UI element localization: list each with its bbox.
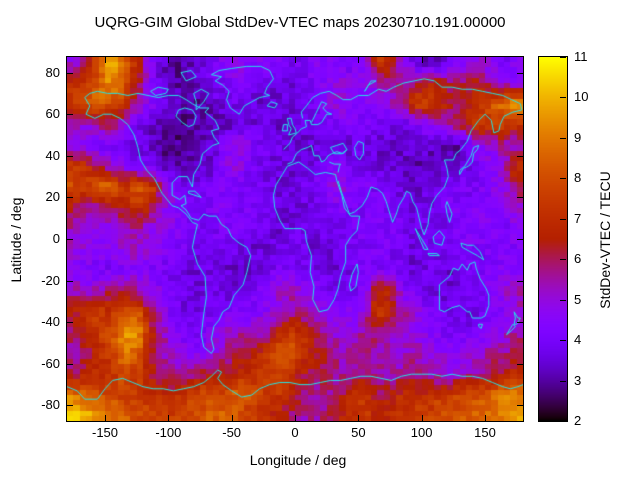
y-tick-label: 0 xyxy=(52,231,60,246)
x-tick-mirror xyxy=(105,57,106,63)
y-tick-mirror xyxy=(517,280,523,282)
y-tick-label: 60 xyxy=(45,106,60,122)
y-tick-label: 20 xyxy=(45,189,60,205)
colorbar-tick xyxy=(560,380,566,382)
colorbar-tick-label: 3 xyxy=(574,372,582,388)
chart-title: UQRG-GIM Global StdDev-VTEC maps 2023071… xyxy=(94,14,506,31)
y-tick-mirror xyxy=(517,155,523,157)
x-tick-label: -150 xyxy=(91,425,119,440)
x-tick xyxy=(421,415,423,421)
y-tick-mirror xyxy=(517,114,523,116)
x-tick-label: -100 xyxy=(155,425,182,440)
vtec-heatmap-canvas xyxy=(67,57,523,421)
x-tick-label: 150 xyxy=(474,425,496,440)
colorbar-tick-label: 7 xyxy=(574,210,582,226)
y-tick-mirror xyxy=(517,363,523,365)
x-tick-mirror xyxy=(358,57,360,63)
colorbar-tick xyxy=(560,340,566,342)
x-tick xyxy=(358,415,360,421)
y-tick-mirror xyxy=(517,322,523,324)
x-axis-label: Longitude / deg xyxy=(249,452,347,468)
x-tick-mirror xyxy=(231,57,233,63)
y-tick-mirror xyxy=(517,197,523,199)
y-tick xyxy=(67,239,73,240)
colorbar-canvas xyxy=(539,57,567,421)
y-tick-label: 40 xyxy=(45,147,60,163)
y-tick xyxy=(67,322,73,324)
colorbar-tick xyxy=(560,57,566,58)
y-tick xyxy=(67,405,73,407)
colorbar-tick-label: 8 xyxy=(574,170,582,186)
y-axis-label: Latitude / deg xyxy=(8,197,24,283)
y-tick-mirror xyxy=(517,405,523,407)
x-tick-label: -50 xyxy=(222,425,242,440)
y-tick-mirror xyxy=(517,72,523,74)
y-tick xyxy=(67,72,73,74)
x-tick xyxy=(105,415,106,421)
x-tick-mirror xyxy=(295,57,296,63)
colorbar-tick xyxy=(560,97,566,99)
colorbar-tick-label: 4 xyxy=(574,332,582,348)
colorbar-tick xyxy=(560,259,566,261)
x-tick-mirror xyxy=(168,57,170,63)
x-tick xyxy=(168,415,170,421)
colorbar-tick-label: 9 xyxy=(574,129,582,145)
x-tick-mirror xyxy=(485,57,486,63)
y-tick-label: -60 xyxy=(41,355,60,371)
y-tick xyxy=(67,363,73,365)
x-tick xyxy=(485,415,486,421)
y-tick xyxy=(67,280,73,282)
colorbar-tick-label: 2 xyxy=(574,413,582,428)
y-tick-label: -80 xyxy=(41,397,60,413)
colorbar-tick-label: 10 xyxy=(574,89,589,105)
y-tick xyxy=(67,197,73,199)
y-tick-mirror xyxy=(517,239,523,240)
colorbar-tick xyxy=(560,178,566,180)
colorbar-tick xyxy=(560,299,566,301)
y-tick-label: -20 xyxy=(41,272,60,288)
colorbar-tick-label: 5 xyxy=(574,291,582,307)
x-tick xyxy=(231,415,233,421)
colorbar-label: StdDev-VTEC / TECU xyxy=(597,171,613,309)
x-tick xyxy=(295,415,296,421)
y-tick xyxy=(67,155,73,157)
colorbar-tick xyxy=(560,137,566,139)
colorbar-tick-label: 6 xyxy=(574,251,582,267)
colorbar-tick xyxy=(560,218,566,220)
y-tick-label: 80 xyxy=(45,64,60,80)
x-tick-label: 100 xyxy=(410,425,433,440)
colorbar-tick-label: 11 xyxy=(574,49,588,64)
x-tick-label: 50 xyxy=(351,425,366,440)
x-tick-label: 0 xyxy=(291,425,299,440)
x-tick-mirror xyxy=(421,57,423,63)
y-tick-label: -40 xyxy=(41,314,60,330)
y-tick xyxy=(67,114,73,116)
colorbar-tick xyxy=(560,421,566,422)
